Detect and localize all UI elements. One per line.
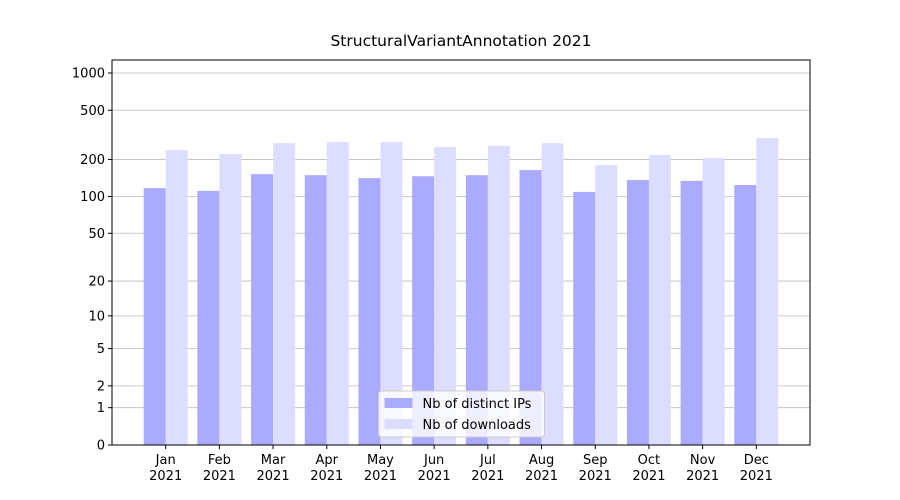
y-tick-label: 200 — [80, 153, 105, 168]
bar — [165, 150, 188, 445]
bar — [143, 188, 166, 445]
legend: Nb of distinct IPs Nb of downloads — [378, 390, 545, 438]
axes-frame — [111, 59, 811, 446]
bar — [541, 143, 564, 445]
y-tick-label: 100 — [80, 190, 105, 205]
bar — [756, 138, 779, 445]
chart-title: StructuralVariantAnnotation 2021 — [330, 32, 591, 50]
y-tick-label: 0 — [97, 439, 105, 454]
y-tick-label: 10 — [88, 309, 105, 324]
bar — [595, 165, 618, 445]
x-tick-label: Sep 2021 — [578, 453, 612, 484]
bar — [197, 190, 220, 445]
x-tick-label: Oct 2021 — [632, 453, 666, 484]
x-tick-label: May 2021 — [363, 453, 397, 484]
bar — [219, 154, 242, 445]
bar — [358, 178, 381, 446]
legend-swatch — [384, 398, 413, 408]
y-tick-label: 5 — [97, 342, 105, 357]
x-tick-label: Apr 2021 — [310, 453, 344, 484]
bar — [434, 147, 457, 445]
bar — [412, 176, 435, 445]
bar — [465, 175, 488, 445]
bar — [626, 180, 649, 445]
bar — [487, 145, 510, 445]
x-tick-label: Mar 2021 — [256, 453, 290, 484]
bar — [680, 180, 703, 445]
bar — [734, 185, 757, 445]
bar — [648, 155, 671, 446]
legend-box — [378, 390, 545, 438]
bar — [326, 141, 349, 446]
bar — [519, 170, 542, 445]
bar — [380, 141, 403, 446]
y-tick-label: 2 — [97, 379, 105, 394]
bar — [573, 191, 596, 445]
y-tick-label: 1000 — [72, 66, 105, 81]
x-tick-label: Jan 2021 — [149, 453, 183, 484]
legend-swatch — [384, 419, 413, 429]
y-tick-label: 50 — [88, 227, 105, 242]
bar — [251, 174, 274, 445]
bar — [304, 175, 327, 445]
bar — [273, 143, 296, 445]
legend-label: Nb of downloads — [423, 418, 532, 433]
x-tick-label: Feb 2021 — [202, 453, 236, 484]
x-tick-label: Dec 2021 — [739, 453, 773, 484]
y-tick-label: 1 — [97, 401, 105, 416]
y-tick-label: 20 — [88, 275, 105, 290]
bar — [702, 158, 725, 445]
x-tick-label: Jun 2021 — [417, 453, 451, 484]
legend-label: Nb of distinct IPs — [423, 397, 532, 412]
y-tick-label: 500 — [80, 104, 105, 119]
x-tick-label: Jul 2021 — [471, 453, 505, 484]
x-tick-label: Aug 2021 — [524, 453, 559, 484]
x-tick-label: Nov 2021 — [686, 453, 720, 484]
